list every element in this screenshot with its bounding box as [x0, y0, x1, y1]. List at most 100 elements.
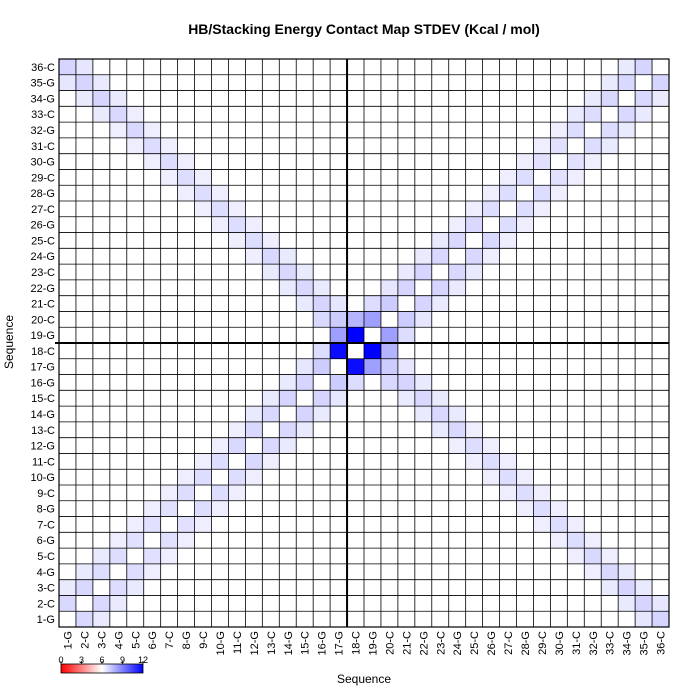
heatmap-cell: [414, 311, 432, 328]
heatmap-cell: [296, 374, 314, 391]
heatmap-cell: [126, 516, 144, 533]
heatmap-cell: [567, 169, 585, 186]
heatmap-cell: [567, 122, 585, 138]
heatmap-cell: [601, 548, 619, 564]
heatmap-cell: [499, 216, 517, 233]
heatmap-cell: [75, 563, 93, 580]
heatmap-cell: [533, 153, 551, 170]
heatmap-cell: [397, 327, 415, 343]
heatmap-cell: [109, 548, 127, 564]
heatmap-cell: [431, 295, 449, 312]
heatmap-cell: [347, 327, 364, 343]
heatmap-cell: [550, 516, 568, 533]
heatmap-cell: [397, 279, 415, 296]
heatmap-cell: [143, 122, 161, 138]
heatmap-cell: [177, 169, 195, 186]
heatmap-cell: [584, 137, 602, 154]
heatmap-cell: [279, 421, 297, 438]
heatmap-cell: [584, 90, 602, 107]
heatmap-cell: [533, 137, 551, 154]
x-tick-label: 12-G: [249, 631, 261, 655]
x-tick-label: 18-C: [351, 631, 363, 655]
colorbar-tick-label: 0: [58, 655, 63, 665]
heatmap-cell: [397, 311, 415, 328]
heatmap-cell: [279, 437, 297, 454]
heatmap-cell: [262, 453, 280, 470]
heatmap-cell: [635, 611, 653, 627]
y-tick-label: 17-G: [31, 362, 55, 374]
heatmap-cell: [533, 185, 551, 201]
y-tick-label: 34-G: [31, 93, 55, 105]
heatmap-cell: [533, 201, 551, 217]
heatmap-cell: [228, 232, 246, 249]
y-tick-label: 12-G: [31, 441, 55, 453]
heatmap-cell: [313, 295, 331, 312]
heatmap-cell: [567, 548, 585, 564]
y-tick-label: 16-G: [31, 377, 55, 389]
heatmap-cell: [448, 264, 466, 280]
heatmap-cell: [313, 358, 331, 375]
heatmap-cell: [313, 279, 331, 296]
x-tick-label: 35-G: [639, 631, 651, 655]
heatmap-cell: [211, 201, 229, 217]
heatmap-cell: [533, 485, 551, 501]
x-tick-label: 4-G: [113, 631, 125, 649]
y-tick-label: 14-G: [31, 409, 55, 421]
x-tick-label: 10-G: [215, 631, 227, 655]
heatmap-cell: [211, 500, 229, 517]
heatmap-cell: [618, 59, 636, 75]
grid-lines: [58, 58, 670, 628]
x-tick-label: 13-C: [266, 631, 278, 655]
y-tick-label: 19-G: [31, 330, 55, 342]
heatmap-cell: [567, 532, 585, 549]
heatmap-cell: [262, 406, 280, 422]
heatmap-cell: [347, 374, 364, 391]
colorbar-tick-label: 6: [99, 655, 104, 665]
heatmap-cell: [601, 122, 619, 138]
heatmap-cell: [75, 90, 93, 107]
heatmap-cell: [618, 563, 636, 580]
heatmap-cell: [431, 390, 449, 407]
heatmap-cell: [550, 500, 568, 517]
x-tick-label: 29-C: [537, 631, 549, 655]
heatmap-cell: [194, 201, 212, 217]
heatmap-cell: [431, 421, 449, 438]
heatmap-cell: [313, 406, 331, 422]
heatmap-cell: [550, 185, 568, 201]
x-tick-label: 17-G: [334, 631, 346, 655]
heatmap-cell: [262, 232, 280, 249]
x-tick-label: 36-C: [656, 631, 668, 655]
heatmap-cell: [550, 532, 568, 549]
heatmap-cell: [160, 153, 178, 170]
heatmap-cell: [601, 563, 619, 580]
y-tick-label: 31-C: [31, 141, 55, 153]
y-tick-label: 10-G: [31, 472, 55, 484]
heatmap-cell: [245, 232, 263, 249]
heatmap-cell: [245, 453, 263, 470]
heatmap-cell: [177, 469, 195, 485]
x-tick-labels: 1-G 2-C 3-C 4-G 5-C 6-G 7-C 8-G 9-C 10-G 11-C 12-G 1…: [62, 631, 667, 656]
heatmap-cell: [380, 374, 398, 391]
heatmap-cell: [482, 453, 500, 470]
y-tick-label: 29-C: [31, 172, 55, 184]
y-tick-label: 7-C: [37, 519, 55, 531]
heatmap-cell: [347, 358, 364, 375]
heatmap-cell: [296, 421, 314, 438]
heatmap-cell: [465, 248, 483, 265]
heatmap-cell: [584, 548, 602, 564]
y-tick-label: 8-G: [37, 504, 55, 516]
heatmap-cell: [211, 185, 229, 201]
heatmap-cell: [567, 516, 585, 533]
y-tick-label: 6-G: [37, 535, 55, 547]
heatmap-cell: [109, 122, 127, 138]
heatmap-cell: [262, 390, 280, 407]
heatmap-cell: [92, 611, 110, 627]
y-tick-label: 1-G: [37, 614, 55, 626]
heatmap-cell: [262, 264, 280, 280]
y-tick-label: 23-C: [31, 267, 55, 279]
y-tick-label: 25-C: [31, 235, 55, 247]
heatmap-cell: [59, 579, 76, 596]
y-tick-label: 20-C: [31, 314, 55, 326]
x-tick-label: 31-C: [571, 631, 583, 655]
